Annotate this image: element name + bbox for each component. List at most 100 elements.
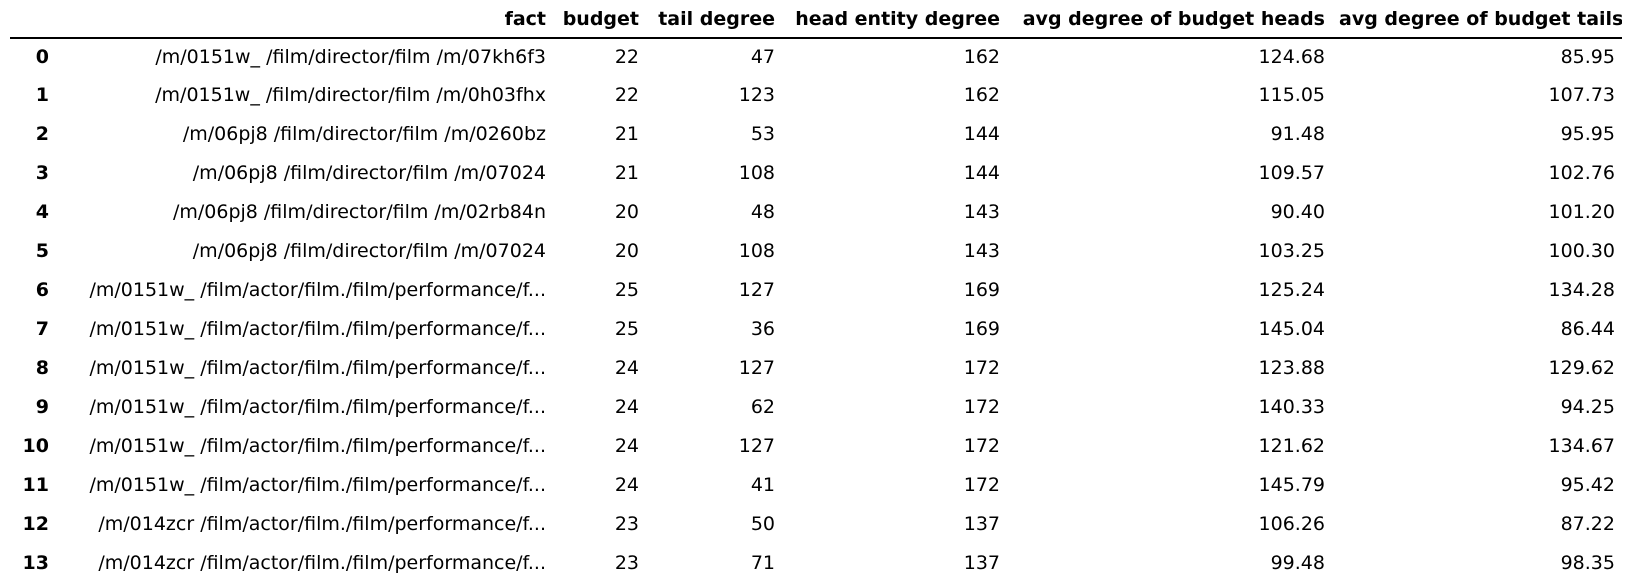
budget-cell: 24 xyxy=(614,434,639,457)
avg-degree-budget-heads-cell: 115.05 xyxy=(1258,83,1325,106)
row-index: 4 xyxy=(35,200,49,223)
budget-cell: 23 xyxy=(614,512,639,535)
fact-cell: /m/0151w_ /film/actor/film./film/perform… xyxy=(89,278,546,301)
avg-degree-budget-heads-cell: 109.57 xyxy=(1258,161,1325,184)
tail-degree-cell: 41 xyxy=(750,473,775,496)
tail-degree-cell: 108 xyxy=(738,239,775,262)
avg-degree-budget-tails-cell: 129.62 xyxy=(1548,356,1615,379)
avg-degree-budget-heads-cell: 124.68 xyxy=(1258,46,1325,68)
avg-degree-budget-tails-cell: 101.20 xyxy=(1548,200,1615,223)
budget-cell: 21 xyxy=(614,161,639,184)
table-row: 5/m/06pj8 /film/director/film /m/07024 20… xyxy=(10,231,1622,270)
fact-cell: /m/0151w_ /film/actor/film./film/perform… xyxy=(89,434,546,457)
avg-degree-budget-tails-cell: 134.67 xyxy=(1548,434,1615,457)
tail-degree-cell: 53 xyxy=(750,122,775,145)
head-entity-degree-cell: 137 xyxy=(963,512,1000,535)
tail-degree-cell: 48 xyxy=(750,200,775,223)
row-index: 1 xyxy=(35,83,49,106)
head-entity-degree-cell: 172 xyxy=(963,473,1000,496)
table-row: 7/m/0151w_ /film/actor/film./film/perfor… xyxy=(10,309,1622,348)
avg-degree-budget-heads-cell: 123.88 xyxy=(1258,356,1325,379)
avg-degree-budget-heads-cell: 145.79 xyxy=(1258,473,1325,496)
head-entity-degree-cell: 162 xyxy=(963,46,1000,68)
fact-cell: /m/06pj8 /film/director/film /m/07024 xyxy=(192,239,546,262)
table-row: 3/m/06pj8 /film/director/film /m/07024 21… xyxy=(10,153,1622,192)
table-row: 4/m/06pj8 /film/director/film /m/02rb84n… xyxy=(10,192,1622,231)
fact-cell: /m/0151w_ /film/actor/film./film/perform… xyxy=(89,356,546,379)
avg-degree-budget-heads-cell: 140.33 xyxy=(1258,395,1325,418)
avg-degree-budget-tails-cell: 85.95 xyxy=(1560,46,1615,68)
head-entity-degree-cell: 169 xyxy=(963,278,1000,301)
head-entity-degree-cell: 143 xyxy=(963,239,1000,262)
budget-cell: 23 xyxy=(614,551,639,574)
table-row: 13/m/014zcr /film/actor/film./film/perfo… xyxy=(10,543,1622,582)
budget-cell: 22 xyxy=(614,46,639,68)
fact-cell: /m/06pj8 /film/director/film /m/07024 xyxy=(192,161,546,184)
head-entity-degree-cell: 172 xyxy=(963,395,1000,418)
table-body: 0/m/0151w_ /film/director/film /m/07kh6f… xyxy=(10,38,1622,582)
table-row: 9/m/0151w_ /film/actor/film./film/perfor… xyxy=(10,387,1622,426)
avg-degree-budget-heads-cell: 99.48 xyxy=(1270,551,1325,574)
avg-degree-budget-tails-cell: 95.42 xyxy=(1560,473,1615,496)
avg-degree-budget-heads-cell: 103.25 xyxy=(1258,239,1325,262)
budget-cell: 21 xyxy=(614,122,639,145)
row-index: 9 xyxy=(35,395,49,418)
avg-degree-budget-tails-cell: 86.44 xyxy=(1560,317,1615,340)
table-row: 0/m/0151w_ /film/director/film /m/07kh6f… xyxy=(10,38,1622,75)
head-entity-degree-cell: 144 xyxy=(963,161,1000,184)
head-entity-degree-cell: 172 xyxy=(963,434,1000,457)
data-table-container: fact budget tail degree head entity degree a… xyxy=(10,0,1622,582)
budget-cell: 24 xyxy=(614,356,639,379)
fact-cell: /m/014zcr /film/actor/film./film/perform… xyxy=(98,551,546,574)
header-row: fact budget tail degree head entity degree a… xyxy=(10,0,1622,39)
tail-degree-cell: 123 xyxy=(738,83,775,106)
table-row: 11/m/0151w_ /film/actor/film./film/perfo… xyxy=(10,465,1622,504)
fact-cell: /m/06pj8 /film/director/film /m/02rb84n xyxy=(172,200,546,223)
budget-cell: 25 xyxy=(614,317,639,340)
table-row: 2/m/06pj8 /film/director/film /m/0260bz 2… xyxy=(10,114,1622,153)
table-row: 8/m/0151w_ /film/actor/film./film/perfor… xyxy=(10,348,1622,387)
budget-cell: 25 xyxy=(614,278,639,301)
data-table: fact budget tail degree head entity degree a… xyxy=(10,0,1622,582)
avg-degree-budget-heads-cell: 90.40 xyxy=(1270,200,1325,223)
table-row: 1/m/0151w_ /film/director/film /m/0h03fh… xyxy=(10,75,1622,114)
fact-cell: /m/0151w_ /film/director/film /m/0h03fhx xyxy=(155,83,546,106)
head-entity-degree-cell: 162 xyxy=(963,83,1000,106)
budget-cell: 24 xyxy=(614,395,639,418)
table-row: 10/m/0151w_ /film/actor/film./film/perfo… xyxy=(10,426,1622,465)
row-index: 8 xyxy=(35,356,49,379)
budget-cell: 22 xyxy=(614,83,639,106)
fact-cell: /m/0151w_ /film/actor/film./film/perform… xyxy=(89,395,546,418)
tail-degree-cell: 62 xyxy=(750,395,775,418)
head-entity-degree-cell: 143 xyxy=(963,200,1000,223)
row-index: 0 xyxy=(35,46,49,68)
fact-header: fact xyxy=(56,0,553,39)
avg-degree-budget-heads-cell: 121.62 xyxy=(1258,434,1325,457)
head-entity-degree-cell: 137 xyxy=(963,551,1000,574)
avg-degree-budget-tails-header: avg degree of budget tails xyxy=(1332,0,1622,39)
budget-cell: 20 xyxy=(614,239,639,262)
avg-degree-budget-tails-cell: 95.95 xyxy=(1560,122,1615,145)
avg-degree-budget-heads-header: avg degree of budget heads xyxy=(1007,0,1332,39)
index-header xyxy=(10,0,56,39)
row-index: 7 xyxy=(35,317,49,340)
tail-degree-cell: 47 xyxy=(750,46,775,68)
avg-degree-budget-tails-cell: 102.76 xyxy=(1548,161,1615,184)
row-index: 6 xyxy=(35,278,49,301)
avg-degree-budget-tails-cell: 98.35 xyxy=(1560,551,1615,574)
table-row: 12/m/014zcr /film/actor/film./film/perfo… xyxy=(10,504,1622,543)
head-entity-degree-cell: 172 xyxy=(963,356,1000,379)
avg-degree-budget-heads-cell: 145.04 xyxy=(1258,317,1325,340)
row-index: 2 xyxy=(35,122,49,145)
avg-degree-budget-tails-cell: 94.25 xyxy=(1560,395,1615,418)
avg-degree-budget-tails-cell: 100.30 xyxy=(1548,239,1615,262)
budget-header: budget xyxy=(553,0,646,39)
tail-degree-cell: 127 xyxy=(738,356,775,379)
head-entity-degree-cell: 144 xyxy=(963,122,1000,145)
tail-degree-cell: 127 xyxy=(738,434,775,457)
avg-degree-budget-tails-cell: 87.22 xyxy=(1560,512,1615,535)
tail-degree-cell: 50 xyxy=(750,512,775,535)
budget-cell: 20 xyxy=(614,200,639,223)
table-header: fact budget tail degree head entity degree a… xyxy=(10,0,1622,39)
head-entity-degree-cell: 169 xyxy=(963,317,1000,340)
